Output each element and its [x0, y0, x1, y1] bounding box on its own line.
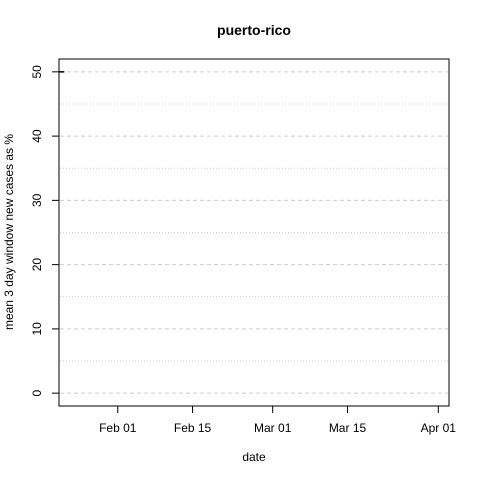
x-tick-label: Mar 15 [329, 421, 367, 435]
y-tick-label: 40 [30, 129, 44, 143]
y-tick-label: 20 [30, 258, 44, 272]
grid [60, 72, 448, 393]
y-tick-label: 50 [30, 65, 44, 79]
y-tick-label: 30 [30, 193, 44, 207]
x-tick-label: Apr 01 [421, 421, 457, 435]
x-tick-label: Feb 15 [174, 421, 212, 435]
y-tick-label: 0 [30, 389, 44, 396]
x-tick-label: Mar 01 [254, 421, 292, 435]
y-axis: 0 10 20 30 40 50 [30, 65, 59, 397]
x-axis: Feb 01 Feb 15 Mar 01 Mar 15 Apr 01 [99, 406, 456, 435]
x-tick-label: Feb 01 [99, 421, 137, 435]
chart-title: puerto-rico [217, 22, 291, 38]
y-axis-label: mean 3 day window new cases as % [2, 134, 16, 330]
x-axis-label: date [242, 450, 266, 464]
y-tick-label: 10 [30, 322, 44, 336]
